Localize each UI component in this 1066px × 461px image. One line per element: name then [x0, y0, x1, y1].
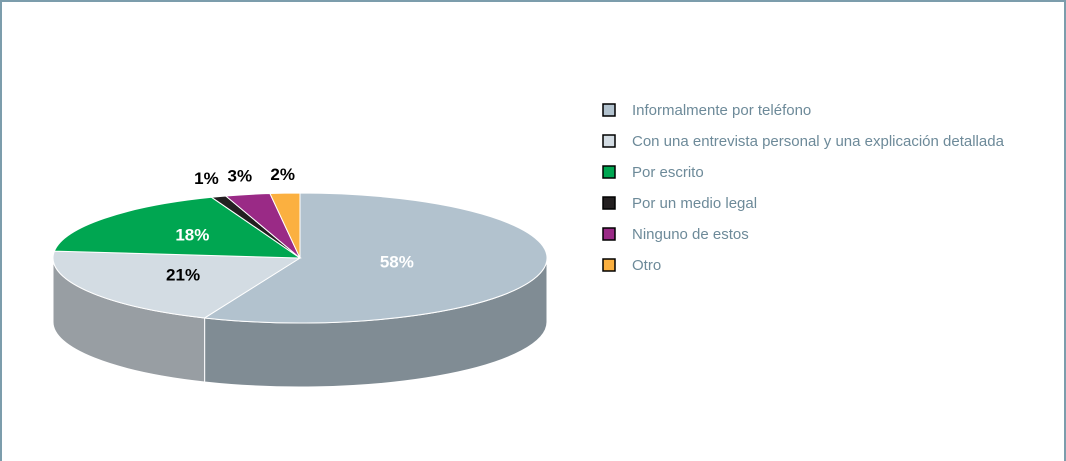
legend-swatch — [602, 165, 616, 179]
data-label: 3% — [228, 166, 253, 185]
legend-label: Por un medio legal — [632, 195, 757, 212]
legend-swatch — [602, 258, 616, 272]
legend-label: Con una entrevista personal y una explic… — [632, 133, 1005, 150]
slice — [269, 192, 301, 259]
legend-label: Informalmente por teléfono — [632, 102, 811, 119]
legend-label: Por escrito — [632, 164, 704, 181]
slice — [203, 192, 548, 324]
legend-swatch — [602, 134, 616, 148]
data-label: 18% — [175, 226, 209, 245]
legend-swatch — [602, 227, 616, 241]
slice — [52, 250, 302, 319]
data-label: 1% — [194, 169, 219, 188]
data-label: 2% — [270, 165, 295, 184]
data-label: 21% — [166, 266, 200, 285]
slice — [53, 196, 302, 259]
legend-label: Ninguno de estos — [632, 226, 749, 243]
legend-swatch — [602, 196, 616, 210]
data-label: 58% — [380, 253, 414, 272]
legend-swatch — [602, 103, 616, 117]
legend-label: Otro — [632, 257, 661, 274]
